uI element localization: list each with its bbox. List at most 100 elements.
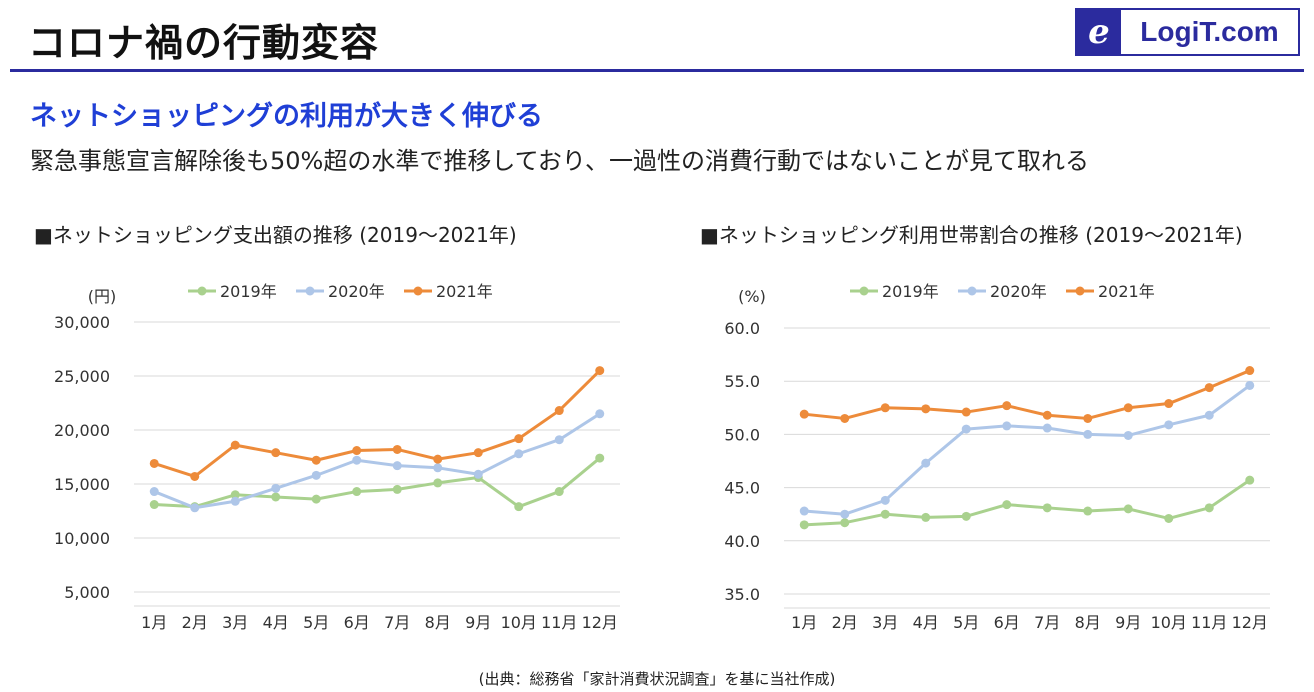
chart-heading-households: ■ネットショッピング利用世帯割合の推移 (2019～2021年) — [700, 223, 1243, 247]
data-point — [880, 495, 890, 505]
data-point — [514, 449, 524, 459]
logo-text: LogiT.com — [1140, 16, 1279, 47]
subline: 緊急事態宣言解除後も50%超の水準で推移しており、一過性の消費行動ではないことが… — [30, 147, 1089, 175]
data-point — [149, 487, 159, 497]
x-tick-label: 6月 — [994, 613, 1020, 632]
data-point — [840, 518, 850, 528]
data-point — [880, 403, 890, 413]
data-point — [473, 448, 483, 458]
data-point — [352, 487, 362, 497]
x-tick-label: 12月 — [1232, 613, 1268, 632]
data-point — [190, 503, 200, 513]
unit-label: (円) — [88, 287, 117, 306]
data-point — [799, 409, 809, 419]
x-tick-label: 7月 — [1034, 613, 1060, 632]
data-point — [149, 500, 159, 510]
data-point — [514, 502, 524, 512]
data-point — [392, 461, 402, 471]
y-tick-label: 45.0 — [724, 479, 760, 498]
x-tick-label: 8月 — [425, 613, 451, 632]
data-point — [921, 404, 931, 414]
data-point — [1164, 399, 1174, 409]
data-point — [595, 409, 605, 419]
data-point — [880, 509, 890, 519]
x-tick-label: 3月 — [222, 613, 248, 632]
data-point — [311, 455, 321, 465]
data-point — [1042, 503, 1052, 513]
data-point — [1083, 413, 1093, 423]
data-point — [1245, 380, 1255, 390]
y-tick-label: 15,000 — [54, 475, 110, 494]
data-point — [1204, 503, 1214, 513]
data-point — [1164, 420, 1174, 430]
legend-item: 2019年 — [188, 282, 277, 301]
legend-item: 2019年 — [850, 282, 939, 301]
data-point — [392, 484, 402, 494]
series-line — [804, 478, 1251, 527]
data-point — [352, 455, 362, 465]
data-point — [1123, 430, 1133, 440]
legend-item: 2021年 — [1066, 282, 1155, 301]
data-point — [1083, 429, 1093, 439]
data-point — [230, 496, 240, 506]
page-title: コロナ禍の行動変容 — [28, 21, 380, 65]
data-point — [433, 478, 443, 488]
x-tick-label: 2月 — [832, 613, 858, 632]
data-point — [433, 454, 443, 464]
data-point — [514, 434, 524, 444]
data-point — [961, 511, 971, 521]
data-point — [230, 490, 240, 500]
data-point — [554, 406, 564, 416]
data-point — [190, 471, 200, 481]
data-point — [595, 453, 605, 463]
x-tick-label: 1月 — [141, 613, 167, 632]
series-line — [804, 369, 1251, 420]
legend-item: 2020年 — [296, 282, 385, 301]
series-line — [153, 369, 601, 478]
logo[interactable]: e LogiT.com — [1075, 8, 1300, 56]
y-tick-label: 25,000 — [54, 367, 110, 386]
data-point — [1002, 421, 1012, 431]
data-point — [271, 448, 281, 458]
y-tick-label: 55.0 — [724, 372, 760, 391]
data-point — [311, 494, 321, 504]
x-tick-label: 11月 — [1191, 613, 1227, 632]
x-tick-label: 9月 — [1115, 613, 1141, 632]
x-tick-label: 10月 — [501, 613, 537, 632]
data-point — [1123, 504, 1133, 514]
x-tick-label: 3月 — [872, 613, 898, 632]
unit-label: (%) — [738, 287, 766, 306]
y-tick-label: 5,000 — [64, 583, 110, 602]
x-tick-label: 6月 — [344, 613, 370, 632]
data-point — [473, 469, 483, 479]
data-point — [1245, 366, 1255, 376]
title-divider — [10, 69, 1304, 72]
data-point — [392, 444, 402, 454]
legend-item: 2020年 — [958, 282, 1047, 301]
x-tick-label: 10月 — [1151, 613, 1187, 632]
legend-label: 2019年 — [882, 282, 939, 301]
legend-item: 2021年 — [404, 282, 493, 301]
x-tick-label: 1月 — [791, 613, 817, 632]
data-point — [149, 458, 159, 468]
legend-label: 2020年 — [328, 282, 385, 301]
x-tick-label: 12月 — [582, 613, 618, 632]
data-point — [433, 463, 443, 473]
x-tick-label: 7月 — [384, 613, 410, 632]
data-point — [1083, 506, 1093, 516]
spending-chart: (円) 5,000 10,000 15,000 20,000 25,000 30,000 1月… — [54, 282, 620, 632]
y-tick-label: 10,000 — [54, 529, 110, 548]
data-point — [1204, 410, 1214, 420]
data-point — [311, 470, 321, 480]
x-tick-label: 2月 — [182, 613, 208, 632]
x-tick-label: 5月 — [303, 613, 329, 632]
data-point — [1123, 403, 1133, 413]
data-point — [1002, 500, 1012, 510]
data-point — [595, 366, 605, 376]
x-tick-label: 4月 — [263, 613, 289, 632]
data-point — [961, 424, 971, 434]
y-tick-label: 60.0 — [724, 319, 760, 338]
series-line — [804, 384, 1251, 516]
logo-mark: e — [1077, 10, 1121, 54]
data-point — [1164, 513, 1174, 523]
